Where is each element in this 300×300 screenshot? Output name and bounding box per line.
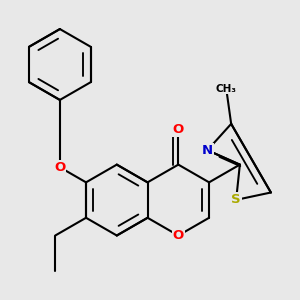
Text: S: S bbox=[231, 194, 241, 206]
Text: O: O bbox=[173, 229, 184, 242]
Text: N: N bbox=[202, 144, 213, 157]
Text: O: O bbox=[173, 123, 184, 136]
Text: O: O bbox=[54, 161, 65, 174]
Text: CH₃: CH₃ bbox=[216, 84, 237, 94]
